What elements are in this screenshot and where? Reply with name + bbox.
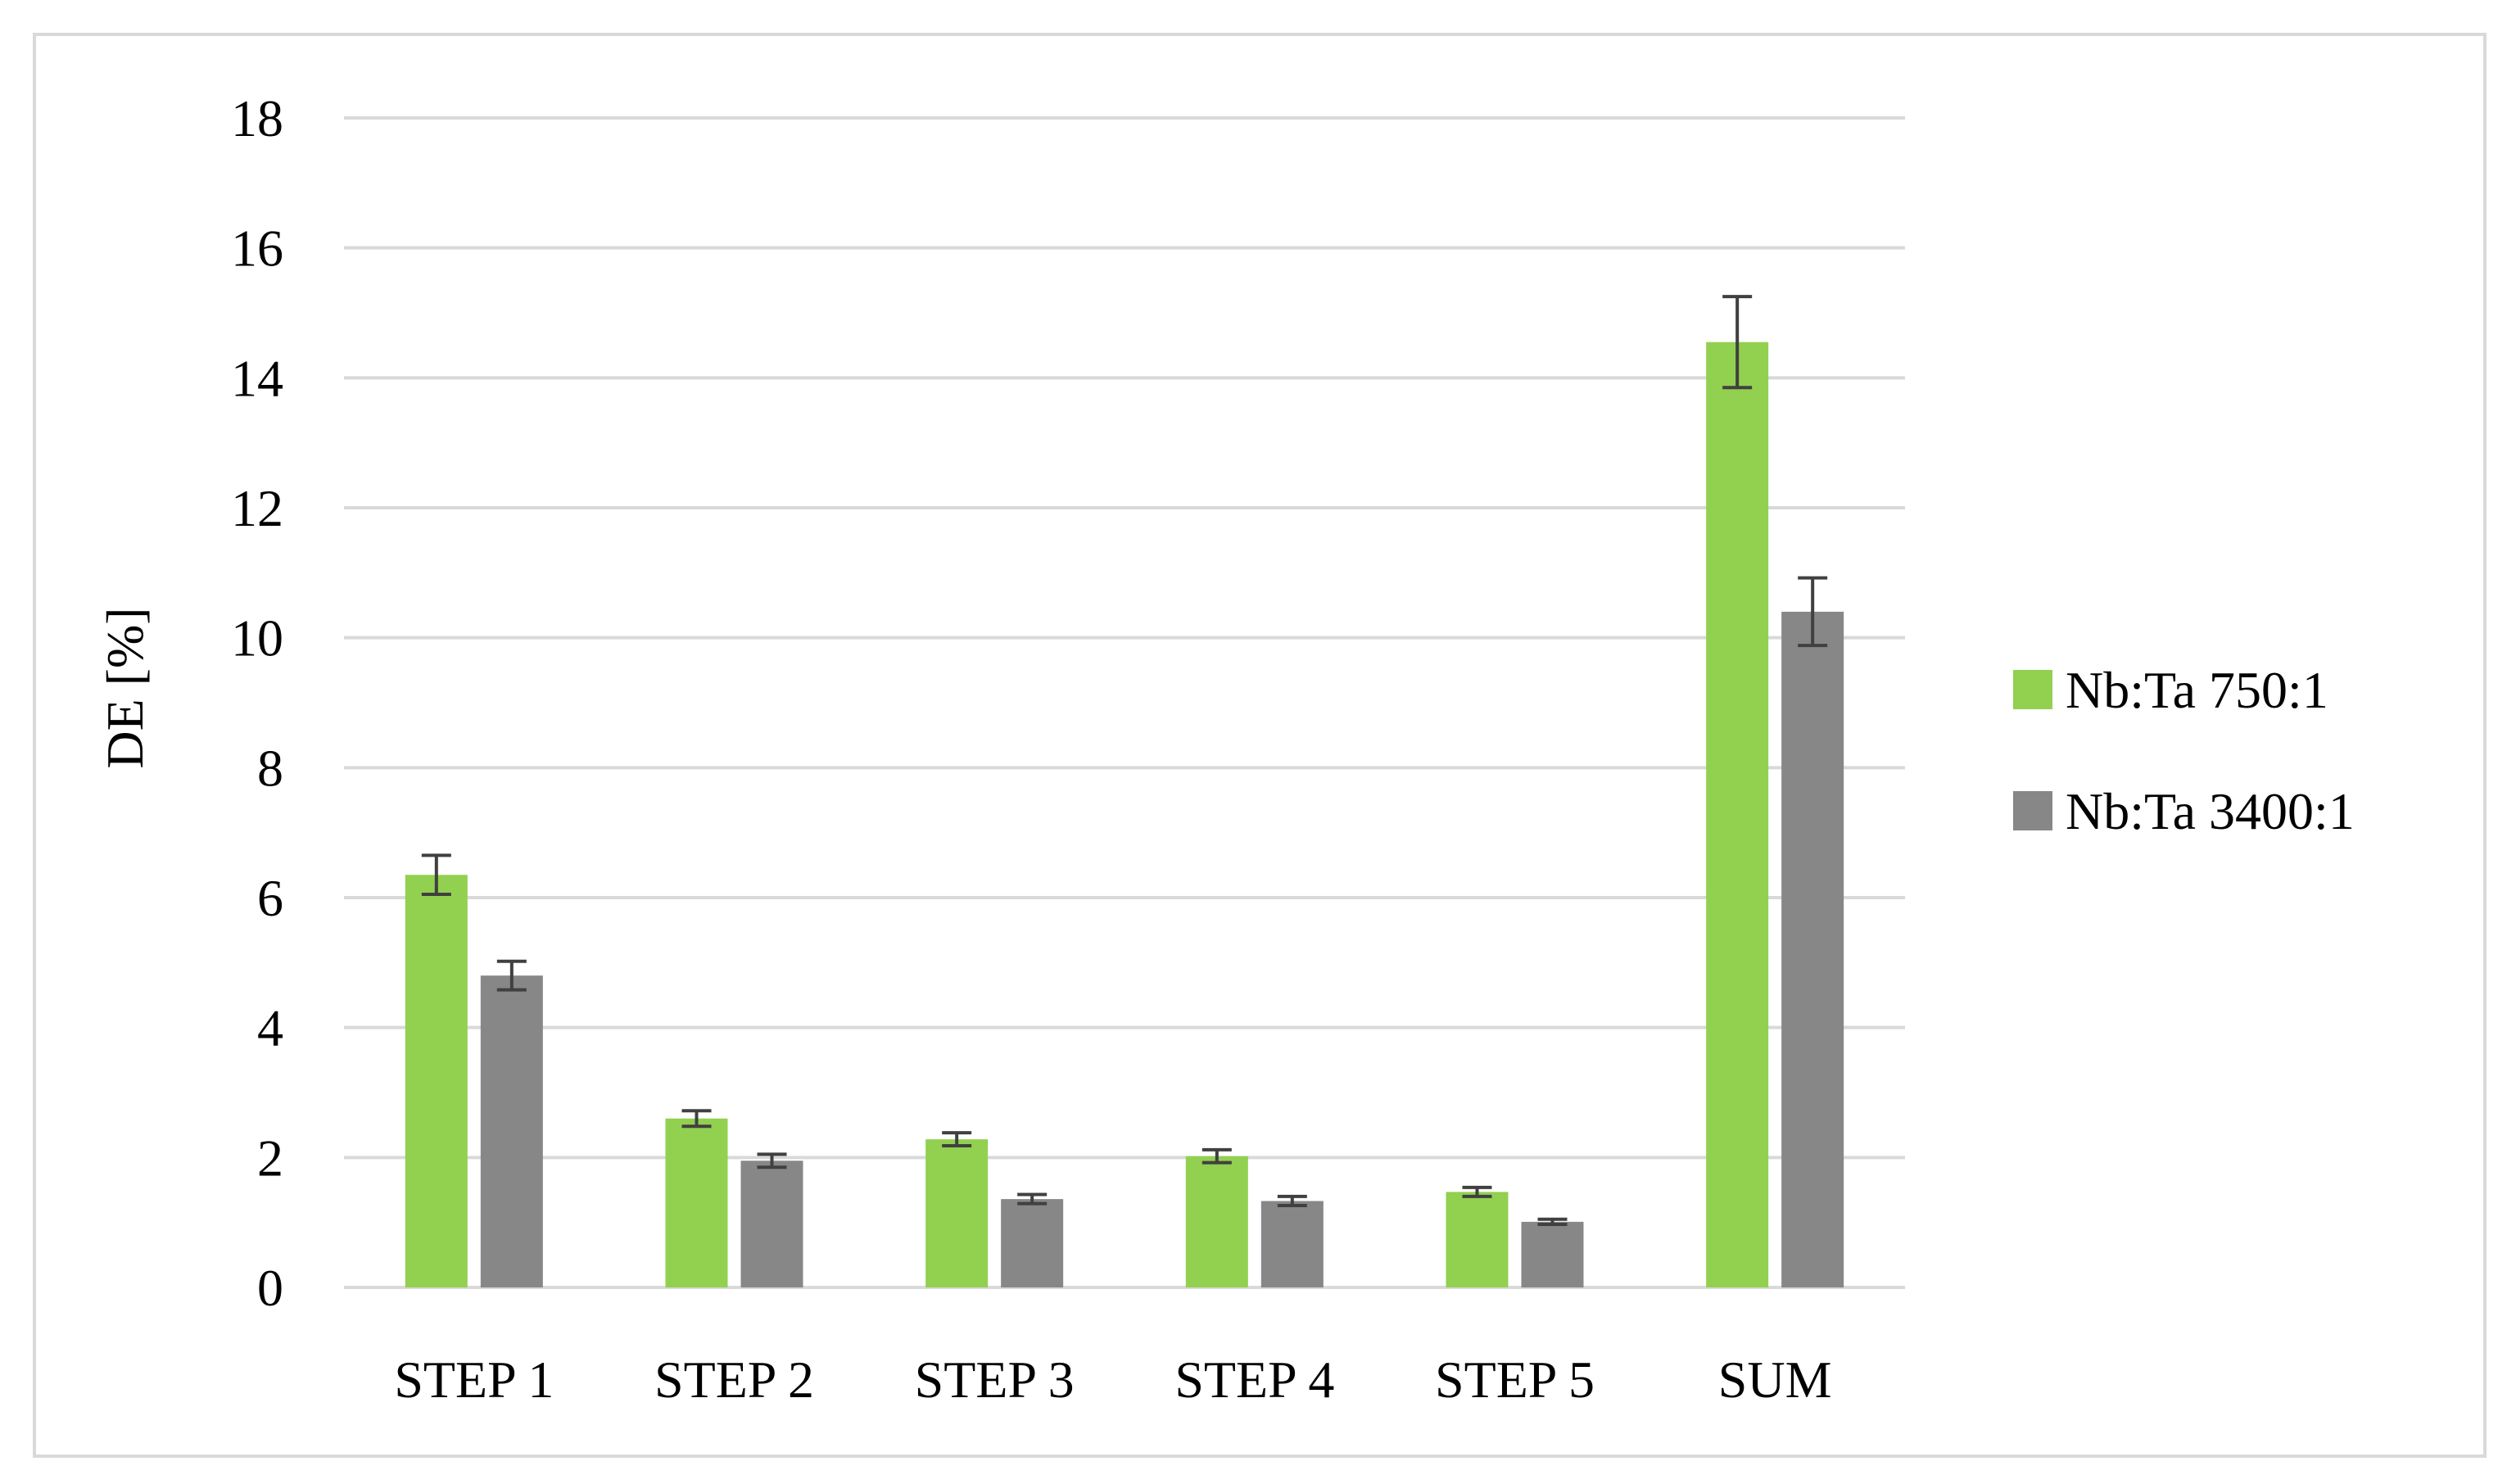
x-category-label: STEP 1 <box>394 1351 554 1409</box>
bar-series-2 <box>1260 1201 1324 1287</box>
y-tick-label: 12 <box>231 479 283 537</box>
y-tick-label: 16 <box>231 219 283 278</box>
x-category-label: STEP 3 <box>915 1351 1075 1409</box>
x-category-label: STEP 5 <box>1435 1351 1595 1409</box>
bar-series-1 <box>1706 342 1769 1288</box>
y-axis-ticks: 0 2 4 6 8 10 12 14 16 18 <box>231 89 283 1317</box>
y-tick-label: 6 <box>257 869 283 927</box>
x-category-label: STEP 4 <box>1174 1351 1334 1409</box>
bar-series-2 <box>740 1161 803 1287</box>
bars <box>405 342 1844 1288</box>
x-category-label: STEP 2 <box>654 1351 814 1409</box>
bar-series-2 <box>1521 1221 1584 1287</box>
y-tick-label: 14 <box>231 349 283 407</box>
bar-series-1 <box>1446 1192 1509 1287</box>
y-tick-label: 10 <box>231 609 283 667</box>
legend-swatch <box>2013 670 2052 709</box>
y-tick-label: 0 <box>257 1259 283 1317</box>
y-tick-label: 18 <box>231 89 283 147</box>
bar-series-2 <box>1781 611 1844 1287</box>
legend-entry-label: Nb:Ta 3400:1 <box>2066 782 2355 840</box>
legend-entry-label: Nb:Ta 750:1 <box>2066 661 2328 719</box>
bar-series-1 <box>405 875 468 1287</box>
y-tick-label: 2 <box>257 1129 283 1187</box>
error-bars <box>421 295 1828 1227</box>
y-tick-label: 4 <box>257 999 283 1057</box>
y-tick-label: 8 <box>257 739 283 797</box>
y-axis-label: DE [%] <box>96 607 154 768</box>
x-category-label: SUM <box>1718 1351 1832 1409</box>
bar-series-2 <box>1001 1199 1064 1287</box>
legend-swatch <box>2013 791 2052 830</box>
x-axis-categories: STEP 1 STEP 2 STEP 3 STEP 4 STEP 5 SUM <box>394 1351 1831 1409</box>
legend: Nb:Ta 750:1 Nb:Ta 3400:1 <box>2013 661 2355 840</box>
bar-series-2 <box>480 975 543 1287</box>
gridlines <box>344 116 1905 1289</box>
bar-series-1 <box>1185 1156 1248 1287</box>
bar-series-1 <box>925 1139 989 1287</box>
bar-series-1 <box>665 1118 728 1287</box>
